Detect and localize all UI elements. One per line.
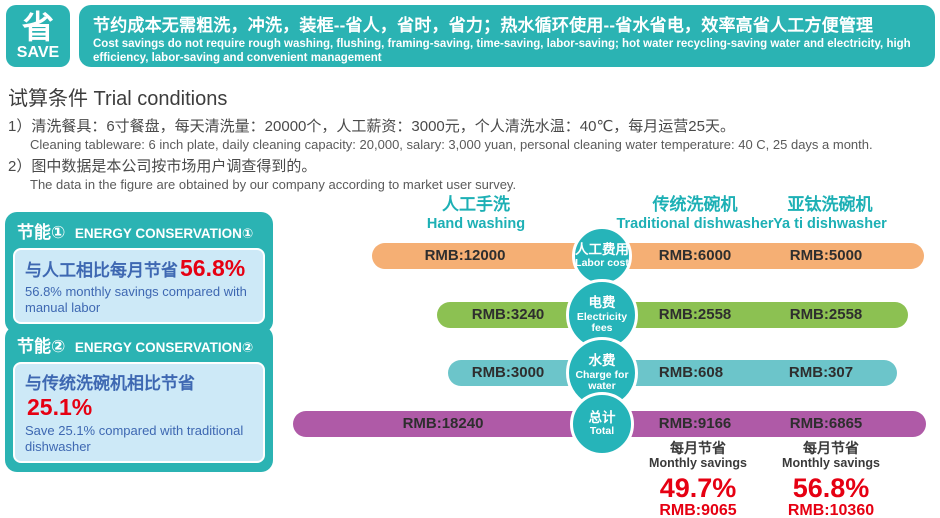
save-badge-en: SAVE <box>16 44 60 61</box>
row-badge-electricity-en: Electricity fees <box>576 310 628 334</box>
save-badge-zh: 省 <box>21 9 54 45</box>
column-header-yati-dishwasher: 亚钛洗碗机 Ya ti dishwasher <box>715 190 940 232</box>
monthly-savings-yati: 每月节省 Monthly savings 56.8% RMB:10360 <box>736 440 926 518</box>
energy-conservation-panel-1: 节能① ENERGY CONSERVATION① 与人工相比每月节省56.8% … <box>5 212 273 334</box>
value-labor-traditional: RMB:6000 <box>658 247 732 264</box>
value-electricity-yati: RMB:2558 <box>789 306 863 323</box>
monthly-savings-traditional: 每月节省 Monthly savings 49.7% RMB:9065 <box>603 440 793 518</box>
column-header-yati-en: Ya ti dishwasher <box>773 216 887 232</box>
value-water-hand: RMB:3000 <box>471 364 545 381</box>
column-header-traditional-en: Traditional dishwasher <box>616 216 774 232</box>
row-badge-electricity-zh: 电费 <box>588 295 616 311</box>
row-badge-water-zh: 水费 <box>588 353 616 369</box>
savings-yati-zh: 每月节省 <box>803 440 859 456</box>
savings-traditional-percent: 49.7% <box>659 473 737 504</box>
savings-traditional-zh: 每月节省 <box>670 440 726 456</box>
trial-item-2-zh: 2）图中数据是本公司按市场用户调查得到的。 <box>8 158 317 175</box>
column-header-traditional-dishwasher: 传统洗碗机 Traditional dishwasher <box>580 190 810 232</box>
panel-1-statement: 与人工相比每月节省56.8% <box>25 255 253 282</box>
bar-water-charge <box>448 360 897 386</box>
row-badge-total-zh: 总计 <box>588 409 616 425</box>
row-badge-total: 总计 Total <box>570 392 634 456</box>
trial-conditions-title: 试算条件 Trial conditions <box>8 88 228 110</box>
row-badge-total-en: Total <box>589 425 615 438</box>
panel-1-heading-zh: 节能① <box>17 223 66 242</box>
value-water-traditional: RMB:608 <box>658 364 724 381</box>
panel-2-statement-en: Save 25.1% compared with traditional dis… <box>25 423 244 454</box>
value-total-hand: RMB:18240 <box>402 415 484 432</box>
row-badge-labor-zh: 人工费用 <box>575 241 629 257</box>
row-badge-labor-cost: 人工费用 Labor cost <box>572 226 632 286</box>
energy-conservation-panel-2: 节能② ENERGY CONSERVATION② 与传统洗碗机相比节省25.1%… <box>5 326 273 473</box>
header-title-en: Cost savings do not require rough washin… <box>93 38 911 64</box>
column-header-hand-washing-zh: 人工手洗 <box>442 195 510 214</box>
column-header-yati-zh: 亚钛洗碗机 <box>787 195 873 214</box>
bar-labor-cost <box>372 243 924 269</box>
panel-1-heading: 节能① ENERGY CONSERVATION① <box>5 212 273 246</box>
panel-2-statement: 与传统洗碗机相比节省25.1% <box>25 369 253 421</box>
savings-traditional-en: Monthly savings <box>649 456 747 471</box>
panel-1-statement-en: 56.8% monthly savings compared with manu… <box>25 284 247 315</box>
trial-item-2-en: The data in the figure are obtained by o… <box>30 177 517 192</box>
header-banner: 节约成本无需粗洗，冲洗，装框--省人，省时，省力；热水循环使用--省水省电，效率… <box>79 5 935 67</box>
header-title-zh: 节约成本无需粗洗，冲洗，装框--省人，省时，省力；热水循环使用--省水省电，效率… <box>93 16 874 35</box>
column-header-hand-washing: 人工手洗 Hand washing <box>361 190 591 232</box>
panel-2-highlight: 25.1% <box>27 394 93 420</box>
panel-1-highlight: 56.8% <box>180 255 246 281</box>
savings-traditional-amount: RMB:9065 <box>659 502 737 518</box>
panel-1-heading-en: ENERGY CONSERVATION① <box>74 226 254 241</box>
panel-2-heading: 节能② ENERGY CONSERVATION② <box>5 326 273 360</box>
panel-2-body: 与传统洗碗机相比节省25.1% Save 25.1% compared with… <box>13 362 265 464</box>
panel-2-heading-en: ENERGY CONSERVATION② <box>74 340 254 355</box>
panel-2-heading-zh: 节能② <box>17 337 66 356</box>
value-total-yati: RMB:6865 <box>789 415 863 432</box>
panel-1-body: 与人工相比每月节省56.8% 56.8% monthly savings com… <box>13 248 265 325</box>
savings-yati-percent: 56.8% <box>792 473 870 504</box>
trial-item-1-zh: 1）清洗餐具：6寸餐盘，每天清洗量：20000个，人工薪资：3000元，个人清洗… <box>8 118 735 135</box>
trial-conditions: 试算条件 Trial conditions 1）清洗餐具：6寸餐盘，每天清洗量：… <box>8 82 934 192</box>
value-electricity-hand: RMB:3240 <box>471 306 545 323</box>
save-badge: 省 SAVE <box>6 5 70 67</box>
row-badge-labor-en: Labor cost <box>575 257 629 270</box>
savings-yati-amount: RMB:10360 <box>787 502 875 518</box>
value-electricity-traditional: RMB:2558 <box>658 306 732 323</box>
savings-yati-en: Monthly savings <box>782 456 880 471</box>
value-labor-hand: RMB:12000 <box>424 247 506 264</box>
bar-electricity-fees <box>437 302 908 328</box>
column-header-traditional-zh: 传统洗碗机 <box>652 195 738 214</box>
row-badge-water-en: Charge for water <box>575 368 629 392</box>
panel-2-statement-zh: 与传统洗碗机相比节省 <box>25 374 195 393</box>
trial-item-1-en: Cleaning tableware: 6 inch plate, daily … <box>30 137 873 152</box>
value-water-yati: RMB:307 <box>788 364 854 381</box>
value-total-traditional: RMB:9166 <box>658 415 732 432</box>
column-header-hand-washing-en: Hand washing <box>426 216 526 232</box>
panel-1-statement-zh: 与人工相比每月节省 <box>25 261 178 280</box>
value-labor-yati: RMB:5000 <box>789 247 863 264</box>
